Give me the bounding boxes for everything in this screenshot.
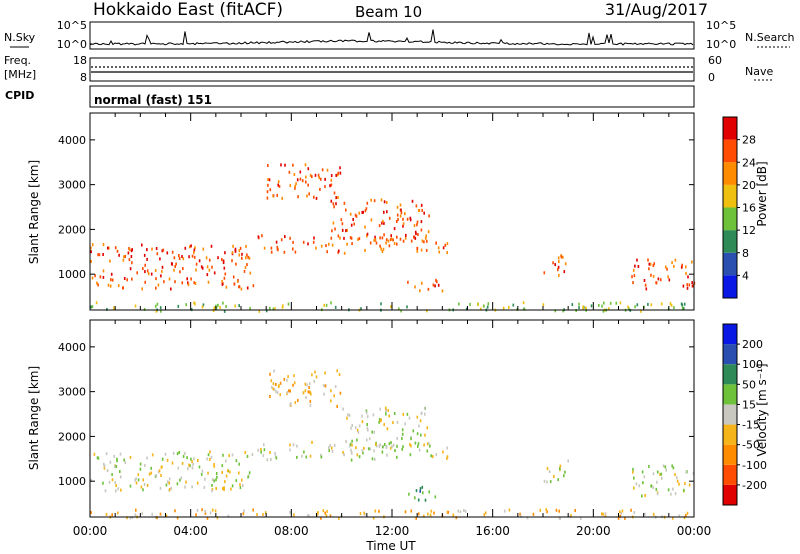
range-tick-label: 1000 <box>58 475 86 488</box>
colorbar-swatch <box>723 444 737 465</box>
search-label: N.Search <box>745 31 795 44</box>
colorbar-tick-label: -15 <box>742 419 760 432</box>
echo-region <box>631 258 696 291</box>
colorbar-swatch <box>723 117 737 140</box>
power-colorbar: 4 8 12 16 20 24 28 <box>722 116 756 299</box>
echo-region <box>269 369 342 408</box>
power-echo-map <box>90 163 696 313</box>
nave-label: Nave <box>745 65 773 78</box>
colorbar-tick-label: 20 <box>742 179 756 192</box>
colorbar-swatch <box>723 344 737 365</box>
sky-noise-trace <box>90 29 694 46</box>
colorbar-swatch <box>723 384 737 405</box>
colorbar-tick-label: -100 <box>742 459 767 472</box>
colorbar-swatch <box>723 424 737 445</box>
range-tick-label: 2000 <box>58 223 86 236</box>
date-label: 31/Aug/2017 <box>605 0 708 19</box>
range-tick-label: 4000 <box>58 134 86 147</box>
colorbar-swatch <box>723 252 737 276</box>
sky-ytick-top: 10^5 <box>57 19 87 32</box>
echo-region <box>408 485 437 502</box>
colorbar-swatch <box>723 139 737 163</box>
colorbar-swatch <box>723 464 737 485</box>
colorbar-tick-label: 8 <box>742 247 749 260</box>
time-axis-labels: 00:00 04:00 08:00 12:00 16:00 20:00 00:00 <box>73 524 712 538</box>
velocity-colorbar: -200 -100 -50 -15 15 50 100 200 <box>722 323 767 506</box>
beam-label: Beam 10 <box>355 3 422 21</box>
velocity-panel: 1000 2000 3000 4000 Slant Range [km] -200 -1… <box>27 319 769 520</box>
sky-label: N.Sky <box>4 31 36 44</box>
echo-region <box>90 243 255 291</box>
power-colorbar-label: Power [dB] <box>755 161 769 226</box>
colorbar-swatch <box>723 207 737 231</box>
velocity-echo-map <box>90 369 695 520</box>
time-tick-label: 20:00 <box>576 524 611 538</box>
colorbar-tick-label: 24 <box>742 156 756 169</box>
cpid-program: normal (fast) 151 <box>94 93 212 107</box>
echo-region <box>632 464 695 498</box>
colorbar-swatch <box>723 230 737 253</box>
station-title: Hokkaido East (fitACF) <box>93 0 283 20</box>
echo-region <box>266 163 342 200</box>
nave-tick-top: 60 <box>708 54 722 67</box>
colorbar-swatch <box>723 484 737 505</box>
range-tick-label: 4000 <box>58 341 86 354</box>
colorbar-swatch <box>723 162 737 185</box>
range-tick-label: 3000 <box>58 386 86 399</box>
echo-region <box>543 254 567 277</box>
colorbar-swatch <box>723 324 737 345</box>
velocity-colorbar-label: Velocity [m s⁻¹] <box>755 363 769 456</box>
echo-region <box>257 234 449 255</box>
colorbar-tick-label: 28 <box>742 134 756 147</box>
echo-region <box>342 406 431 449</box>
colorbar-tick-label: 15 <box>742 398 756 411</box>
echo-region <box>330 198 430 242</box>
colorbar-swatch <box>723 404 737 425</box>
freq-unit-label: [MHz] <box>4 68 36 81</box>
echo-region <box>407 278 444 293</box>
search-ytick-bottom: 10^0 <box>706 38 736 51</box>
colorbar-swatch <box>723 364 737 385</box>
echo-region <box>90 450 254 493</box>
velocity-ylabel: Slant Range [km] <box>27 366 41 470</box>
colorbar-tick-label: 4 <box>742 269 749 282</box>
colorbar-tick-label: 100 <box>742 358 763 371</box>
freq-tick-bottom: 8 <box>80 71 87 84</box>
nave-tick-bottom: 0 <box>708 71 715 84</box>
freq-tick-top: 18 <box>73 54 87 67</box>
time-tick-label: 00:00 <box>73 524 108 538</box>
echo-region <box>543 459 569 484</box>
colorbar-tick-label: 200 <box>742 338 763 351</box>
time-tick-label: 00:00 <box>677 524 712 538</box>
colorbar-tick-label: 16 <box>742 202 756 215</box>
echo-region <box>90 508 689 520</box>
search-ytick-top: 10^5 <box>706 19 736 32</box>
time-tick-label: 08:00 <box>274 524 309 538</box>
time-tick-label: 12:00 <box>375 524 410 538</box>
colorbar-swatch <box>723 184 737 208</box>
range-tick-label: 2000 <box>58 430 86 443</box>
frequency-panel: 18 8 60 0 Freq. [MHz] Nave <box>4 54 773 84</box>
freq-label: Freq. <box>4 54 31 67</box>
colorbar-tick-label: 12 <box>742 224 756 237</box>
time-tick-label: 04:00 <box>173 524 208 538</box>
power-panel: 1000 2000 3000 4000 Slant Range [km] 4 8 12 16… <box>27 112 769 313</box>
colorbar-tick-label: 50 <box>742 378 756 391</box>
cpid-panel: CPID normal (fast) 151 <box>5 85 695 108</box>
colorbar-tick-label: -200 <box>742 479 767 492</box>
range-tick-label: 3000 <box>58 179 86 192</box>
range-tick-label: 1000 <box>58 268 86 281</box>
power-ylabel: Slant Range [km] <box>27 160 41 264</box>
colorbar-tick-label: -50 <box>742 439 760 452</box>
sky-noise-panel: 10^5 10^0 10^5 10^0 N.Sky N.Search <box>4 19 795 51</box>
sky-ytick-bottom: 10^0 <box>57 38 87 51</box>
echo-region <box>90 301 686 313</box>
time-axis-title: Time UT <box>365 539 416 553</box>
time-tick-label: 16:00 <box>475 524 510 538</box>
cpid-label: CPID <box>5 89 34 102</box>
colorbar-swatch <box>723 275 737 298</box>
